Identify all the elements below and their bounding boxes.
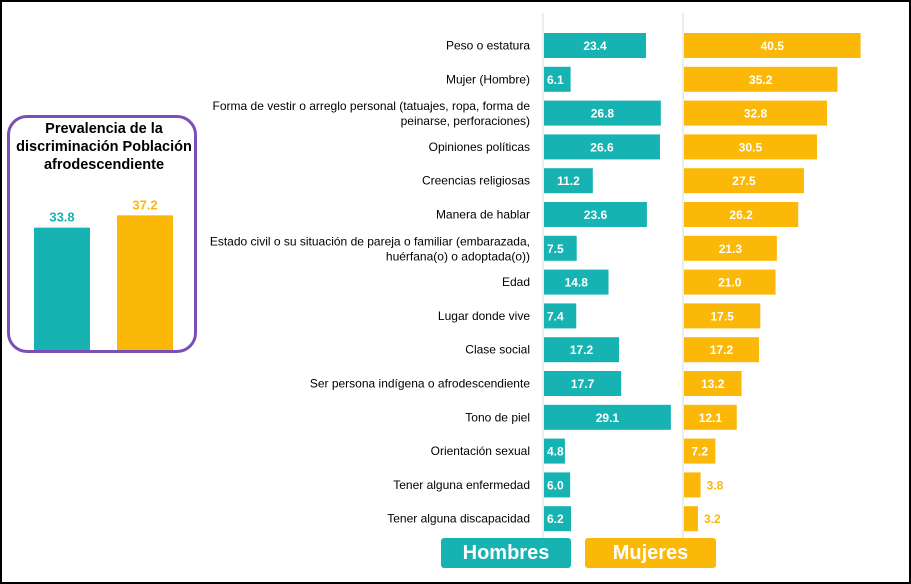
- category-label: Ser persona indígena o afrodescendiente: [310, 377, 530, 391]
- value-label-mujeres: 17.5: [710, 309, 734, 323]
- bar-mujeres: [684, 371, 742, 396]
- value-label-hombres: 26.8: [591, 107, 615, 121]
- bar-mujeres: [684, 66, 838, 92]
- category-label: Clase social: [465, 343, 530, 357]
- value-label-mujeres: 32.8: [744, 107, 768, 121]
- value-label-mujeres: 12.1: [699, 411, 723, 425]
- value-label-mujeres: 26.2: [729, 208, 753, 222]
- value-label-hombres: 7.5: [547, 242, 564, 256]
- bar-mujeres: [684, 33, 861, 58]
- value-label-mujeres: 40.5: [761, 39, 785, 53]
- bar-mujeres: [684, 337, 759, 363]
- bar-hombres: [544, 472, 571, 498]
- bar-mujeres: [684, 472, 701, 498]
- category-label: Manera de hablar: [436, 208, 530, 222]
- bar-hombres: [544, 235, 577, 261]
- bar-hombres: [544, 134, 660, 160]
- legend-mujeres: Mujeres: [585, 538, 716, 568]
- value-label-hombres: 17.7: [571, 377, 595, 391]
- legend-hombres: Hombres: [441, 538, 571, 568]
- value-label-hombres: 4.8: [547, 445, 564, 459]
- category-label: Tener alguna enfermedad: [393, 478, 530, 492]
- bar-hombres: [544, 168, 593, 194]
- bar-hombres: [544, 404, 671, 430]
- category-label: Creencias religiosas: [422, 174, 530, 188]
- category-label: Forma de vestir o arreglo personal (tatu…: [213, 99, 531, 128]
- bar-mujeres: [684, 404, 737, 430]
- value-label-hombres: 11.2: [557, 174, 580, 188]
- value-label-mujeres: 3.8: [707, 478, 724, 492]
- bar-mujeres: [684, 100, 828, 126]
- value-label-mujeres: 35.2: [749, 73, 773, 87]
- value-label-hombres: 14.8: [565, 276, 589, 290]
- category-label: Tono de piel: [465, 410, 530, 424]
- bar-hombres: [544, 269, 609, 295]
- category-label: Mujer (Hombre): [446, 72, 530, 86]
- bar-hombres: [544, 66, 571, 92]
- value-label-hombres: 23.4: [583, 39, 607, 53]
- value-label-mujeres: 21.0: [718, 276, 742, 290]
- value-label-hombres: 23.6: [584, 208, 608, 222]
- bar-mujeres: [684, 134, 817, 160]
- value-label-mujeres: 3.2: [704, 512, 721, 526]
- bar-mujeres: [684, 438, 716, 464]
- inset-title: Prevalencia de la discriminación Poblaci…: [16, 121, 192, 173]
- value-label-mujeres: 30.5: [739, 140, 763, 154]
- bar-hombres: [544, 337, 619, 363]
- bar-hombres: [544, 506, 572, 532]
- value-label-mujeres: 7.2: [691, 445, 708, 459]
- bar-mujeres: [684, 235, 777, 261]
- category-label: Lugar donde vive: [438, 309, 530, 323]
- bar-hombres: [544, 100, 661, 126]
- category-label: Peso o estatura: [446, 39, 530, 53]
- bar-mujeres: [684, 202, 799, 227]
- bar-hombres: [544, 33, 647, 58]
- category-label: Estado civil o su situación de pareja o …: [210, 234, 530, 263]
- value-label-hombres: 26.6: [590, 140, 614, 154]
- category-label: Edad: [502, 275, 530, 289]
- bar-mujeres: [684, 269, 776, 295]
- category-label: Orientación sexual: [431, 444, 530, 458]
- value-label-hombres: 17.2: [570, 343, 594, 357]
- value-label-mujeres: 21.3: [719, 242, 743, 256]
- value-label-hombres: 6.2: [547, 512, 564, 526]
- bar-hombres: [544, 202, 647, 227]
- category-label: Tener alguna discapacidad: [387, 512, 530, 526]
- value-label-mujeres: 27.5: [732, 174, 756, 188]
- value-label-mujeres: 17.2: [710, 343, 734, 357]
- bar-mujeres: [684, 303, 761, 329]
- value-label-hombres: 7.4: [547, 309, 564, 323]
- bar-hombres: [544, 303, 577, 329]
- bar-mujeres: [684, 506, 698, 532]
- value-label-hombres: 6.1: [547, 73, 564, 87]
- bar-mujeres: [684, 168, 804, 194]
- bar-hombres: [544, 438, 565, 464]
- value-label-hombres: 6.0: [547, 478, 564, 492]
- value-label-mujeres: 13.2: [701, 377, 725, 391]
- category-label: Opiniones políticas: [429, 140, 530, 154]
- bar-hombres: [544, 371, 622, 396]
- value-label-hombres: 29.1: [596, 411, 620, 425]
